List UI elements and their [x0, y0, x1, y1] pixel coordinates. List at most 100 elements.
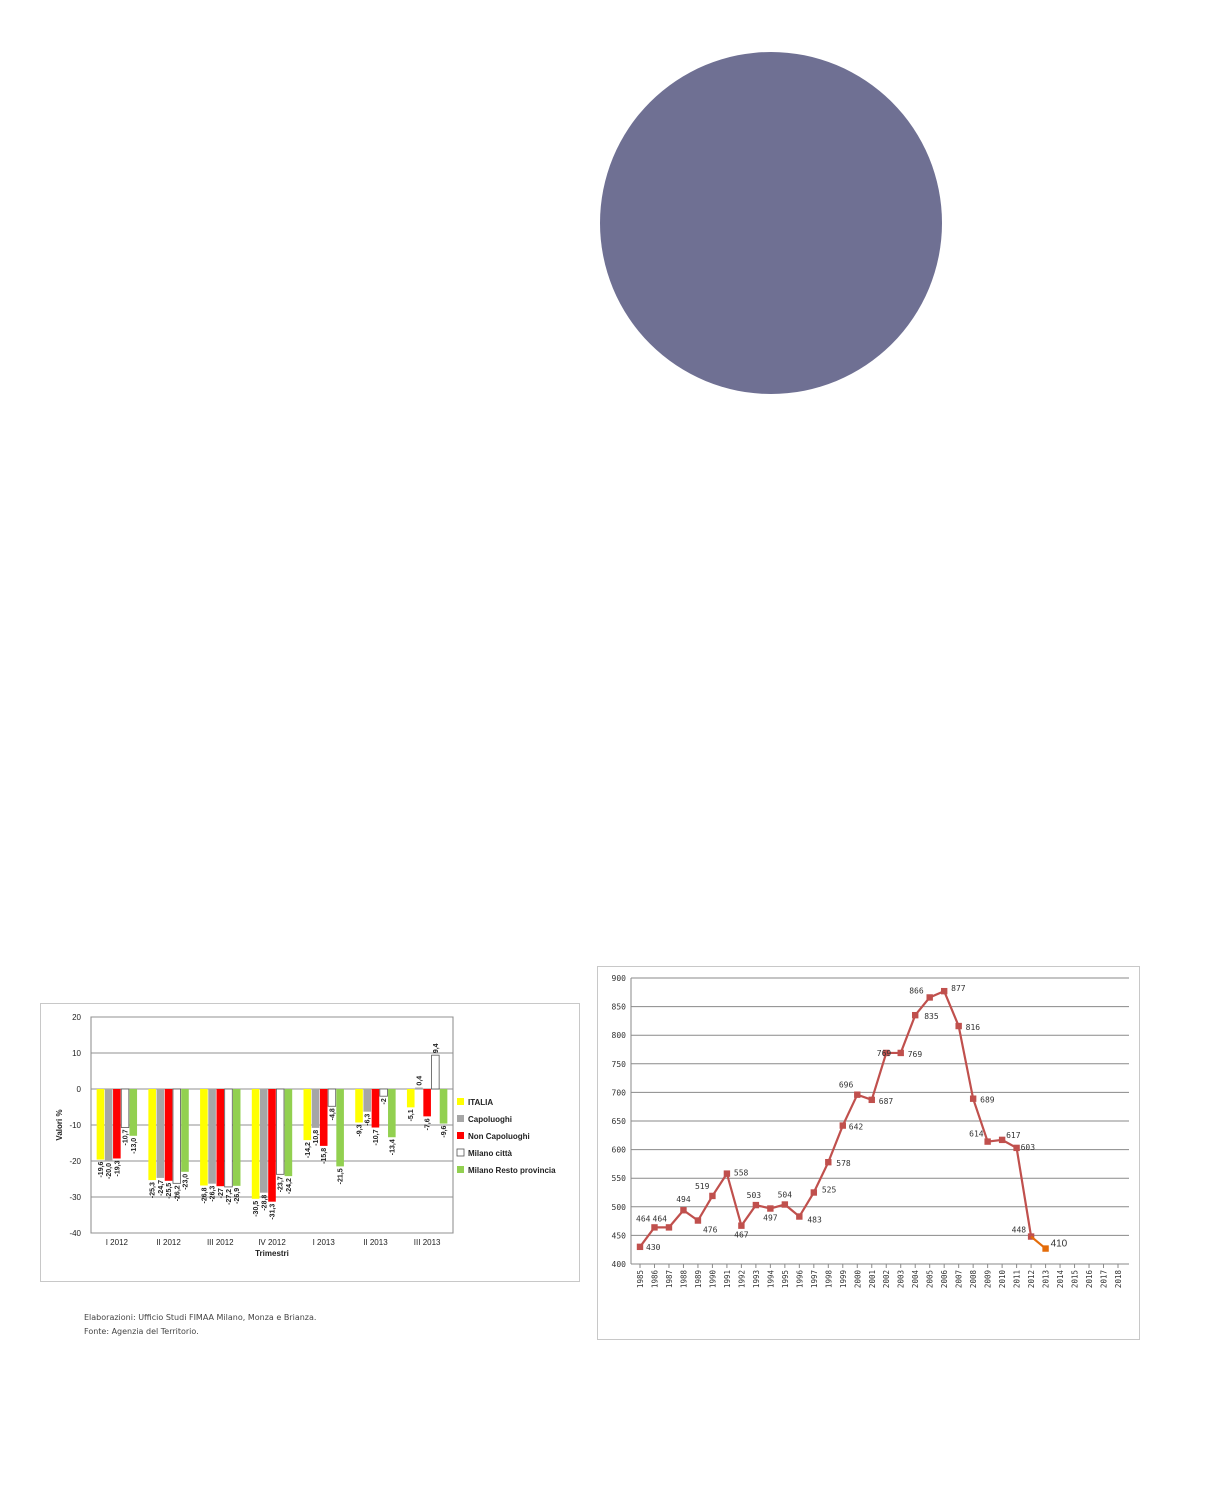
line-y-tick-label: 800	[612, 1031, 627, 1040]
line-y-tick-label: 900	[612, 974, 627, 983]
bar-value-label: -13,4	[389, 1139, 396, 1155]
bar-y-axis-title: Valori %	[55, 1109, 64, 1140]
bar-y-tick-label: 20	[72, 1013, 81, 1022]
line-x-tick-label: 2016	[1085, 1270, 1094, 1289]
line-point-marker	[868, 1096, 875, 1104]
bar-legend-swatch	[457, 1132, 464, 1139]
bar-value-label: -20,0	[106, 1163, 113, 1179]
bar-x-axis-title: Trimestri	[255, 1249, 289, 1258]
bar-y-tick-label: -20	[69, 1157, 81, 1166]
bar-mark	[251, 1089, 260, 1199]
line-x-tick-label: 1994	[766, 1270, 775, 1289]
line-point-marker	[680, 1207, 687, 1214]
line-x-tick-label: 1993	[752, 1270, 761, 1288]
line-data-label: 467	[734, 1231, 749, 1240]
bar-mark	[232, 1089, 241, 1186]
bar-mark	[406, 1089, 415, 1108]
line-data-label: 696	[839, 1081, 854, 1090]
bar-legend-label: Milano città	[468, 1149, 513, 1158]
line-point-marker	[810, 1189, 818, 1196]
line-x-tick-label: 1997	[810, 1270, 819, 1288]
bar-value-label: -6,3	[365, 1114, 372, 1126]
bar-value-label: -25,3	[150, 1182, 157, 1198]
bar-x-tick-label: II 2013	[363, 1238, 388, 1247]
line-x-tick-label: 2001	[868, 1270, 877, 1288]
bar-y-tick-label: 10	[72, 1049, 81, 1058]
bar-legend-swatch	[456, 1148, 465, 1157]
bar-legend-label: Capoluoghi	[468, 1115, 512, 1124]
line-data-label: 464	[653, 1214, 668, 1223]
bar-mark	[439, 1089, 448, 1124]
bar-value-label: -15,8	[321, 1148, 328, 1164]
line-data-label: 497	[763, 1214, 778, 1223]
line-x-tick-label: 2007	[955, 1270, 964, 1288]
line-x-tick-label: 1992	[737, 1270, 746, 1288]
line-data-label: 866	[909, 986, 924, 995]
bar-legend-swatch	[457, 1166, 464, 1173]
line-data-label: 614	[969, 1130, 984, 1139]
bar-legend-label: ITALIA	[468, 1098, 493, 1107]
line-chart: 400 450 500 550 600 650 700 750 800 850 900 1985 198…	[612, 974, 1129, 1289]
bar-mark	[363, 1089, 372, 1112]
line-point-marker	[955, 1022, 962, 1030]
bar-mark	[96, 1089, 105, 1160]
bar-value-label: -27	[218, 1188, 225, 1198]
line-point-marker	[984, 1138, 991, 1145]
line-data-label: 769	[908, 1050, 923, 1059]
bar-x-tick-label: III 2013	[414, 1238, 441, 1247]
line-x-tick-label: 2005	[926, 1270, 935, 1288]
line-x-tick-label: 2015	[1071, 1270, 1080, 1288]
line-point-marker	[767, 1205, 774, 1212]
line-x-tick-label: 2018	[1114, 1270, 1123, 1289]
bar-mark	[284, 1089, 293, 1177]
bar-value-label: -10,8	[313, 1130, 320, 1146]
bar-mark	[200, 1089, 208, 1186]
line-point-marker	[1042, 1245, 1049, 1252]
bar-mark	[319, 1089, 328, 1146]
bar-x-tick-label: IV 2012	[258, 1238, 286, 1247]
line-point-marker	[854, 1091, 861, 1098]
bar-mark	[275, 1088, 285, 1175]
line-point-marker	[781, 1201, 789, 1208]
bar-x-tick-label: I 2013	[313, 1238, 336, 1247]
line-x-tick-label: 2008	[969, 1270, 978, 1289]
line-point-marker	[796, 1213, 803, 1220]
line-data-label: 410	[1051, 1239, 1068, 1250]
line-data-label: 476	[703, 1226, 718, 1235]
line-x-tick-label: 2003	[897, 1270, 906, 1288]
bar-value-label: -5,1	[408, 1109, 415, 1121]
bar-value-label: -24,2	[286, 1178, 293, 1194]
decorative-circle	[600, 52, 942, 394]
line-data-label: 504	[778, 1191, 793, 1200]
line-point-marker	[752, 1201, 760, 1209]
line-y-tick-label: 400	[612, 1260, 627, 1269]
line-point-marker	[651, 1224, 658, 1231]
bar-value-label: -25,5	[166, 1183, 173, 1199]
caption-fonte: Fonte: Agenzia del Territorio.	[84, 1327, 199, 1336]
bar-mark	[336, 1089, 344, 1167]
line-x-tick-label: 1998	[824, 1270, 833, 1289]
bar-value-label: -26,9	[234, 1188, 241, 1204]
line-data-label: 877	[951, 984, 966, 993]
bar-mark	[327, 1088, 337, 1107]
line-data-label: 578	[836, 1159, 851, 1168]
bar-value-label: -26,3	[210, 1186, 217, 1202]
line-y-tick-label: 750	[612, 1060, 627, 1069]
line-data-label: 689	[980, 1096, 995, 1105]
bar-mark	[164, 1089, 173, 1181]
line-data-label: 558	[734, 1169, 749, 1178]
line-x-tick-label: 1988	[679, 1270, 688, 1289]
bar-value-label: -10,7	[373, 1129, 380, 1145]
bar-value-label: 0,4	[416, 1076, 423, 1086]
line-y-tick-label: 600	[612, 1146, 627, 1155]
line-x-tick-label: 2006	[940, 1270, 949, 1289]
line-x-tick-label: 2000	[853, 1270, 862, 1289]
line-chart-panel: 400 450 500 550 600 650 700 750 800 850 900 1985 198…	[597, 966, 1140, 1340]
bar-mark	[355, 1089, 363, 1123]
line-data-label: 769	[877, 1049, 892, 1058]
bar-value-label: -7,6	[425, 1118, 432, 1130]
line-data-label: 687	[879, 1097, 894, 1106]
line-x-tick-label: 2010	[998, 1270, 1007, 1289]
bar-value-label: -14,2	[305, 1142, 312, 1158]
